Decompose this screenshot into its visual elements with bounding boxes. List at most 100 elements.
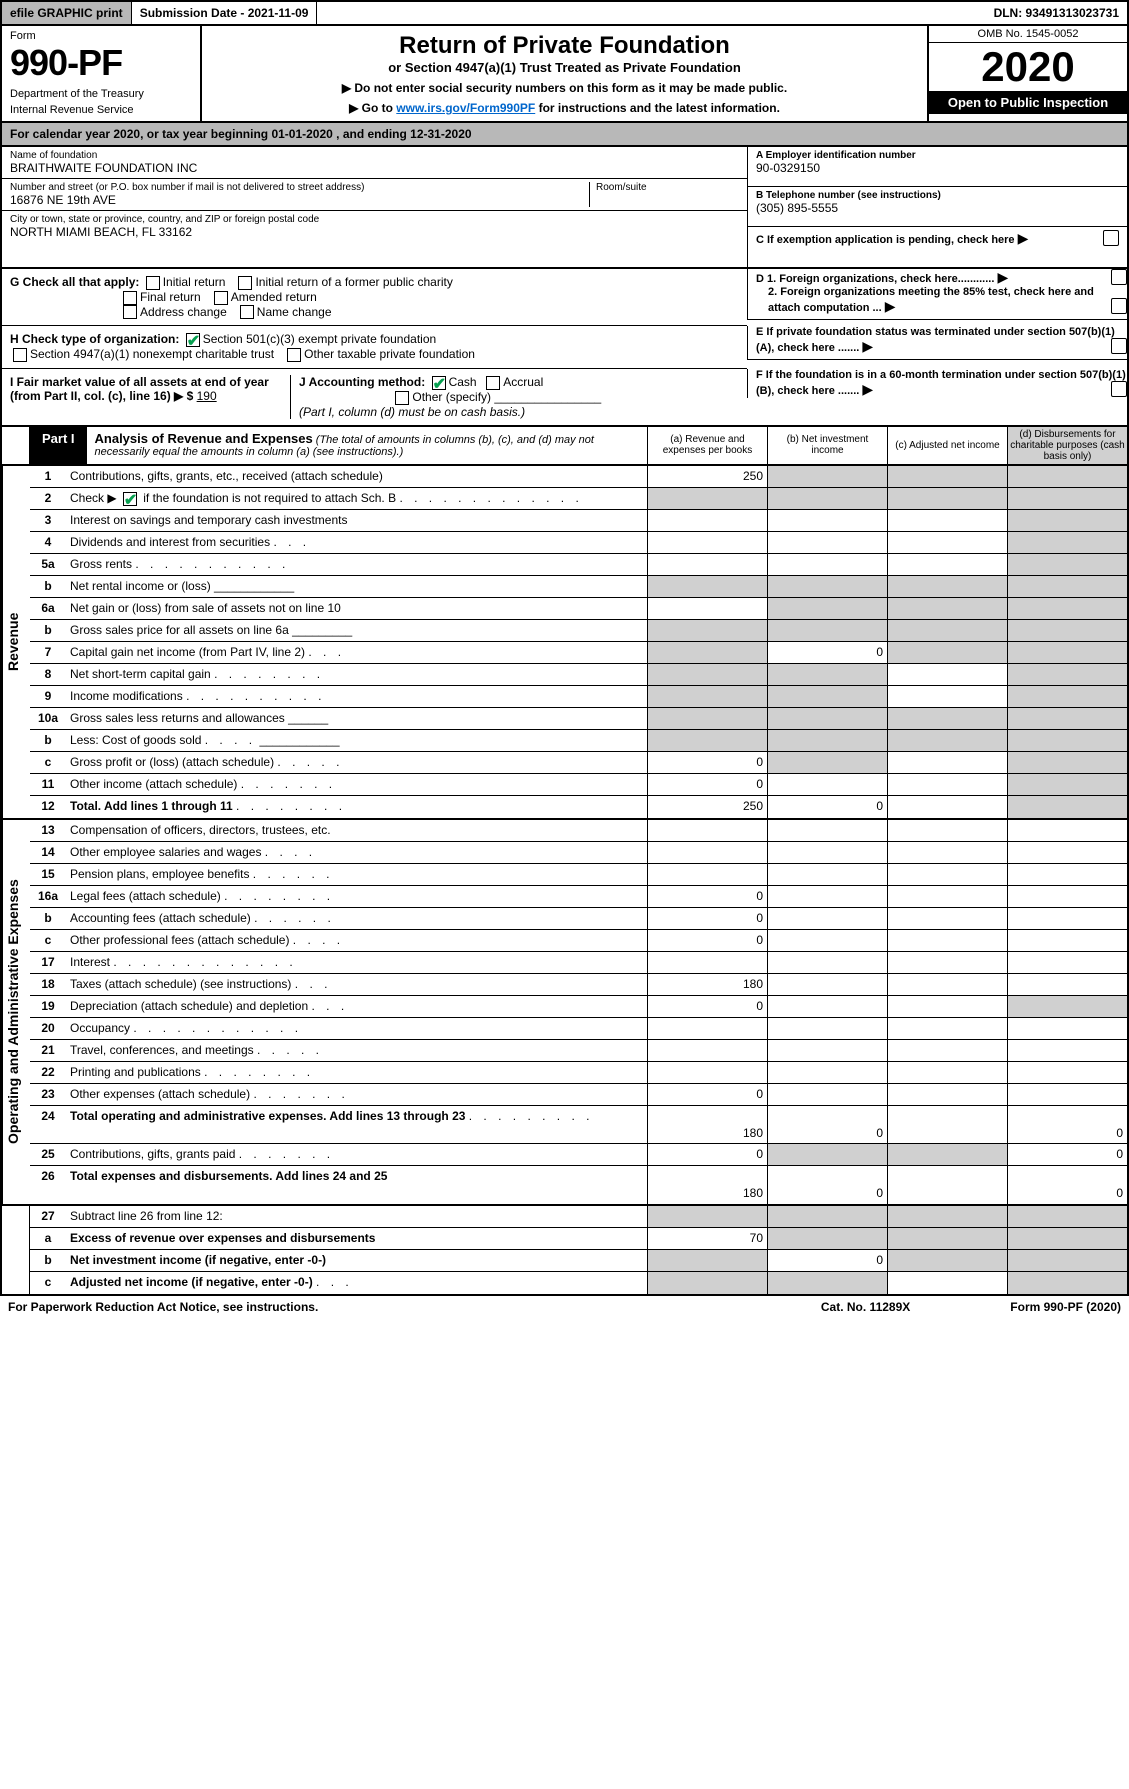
checkbox-501c3[interactable] [186,333,200,347]
c [647,842,767,863]
checkbox-other-method[interactable] [395,391,409,405]
c [767,686,887,707]
checkbox-address-change[interactable] [123,305,137,319]
ln-27c: c [30,1272,66,1294]
checkbox-initial-return[interactable] [146,276,160,290]
c [1007,774,1127,795]
c [1007,510,1127,531]
name-label: Name of foundation [10,150,739,161]
form-subtitle: or Section 4947(a)(1) Trust Treated as P… [210,60,919,75]
dept-treasury: Department of the Treasury [10,88,192,100]
d: Less: Cost of goods sold . . . . _______… [66,730,647,751]
c [767,842,887,863]
ln-3-desc: Interest on savings and temporary cash i… [66,510,647,531]
instr-1: ▶ Do not enter social security numbers o… [210,81,919,95]
d: Subtract line 26 from line 12: [66,1206,647,1227]
ln-27b: b [30,1250,66,1271]
checkbox-e[interactable] [1111,338,1127,354]
j-accrual: Accrual [503,375,543,389]
c [1007,796,1127,818]
table-row: 20Occupancy . . . . . . . . . . . . [30,1018,1127,1040]
ln-22: 22 [30,1062,66,1083]
checkbox-c[interactable] [1103,230,1119,246]
table-row: 8Net short-term capital gain . . . . . .… [30,664,1127,686]
c [767,1018,887,1039]
checkbox-4947[interactable] [13,348,27,362]
ln-8: 8 [30,664,66,685]
checkbox-final-return[interactable] [123,291,137,305]
d: Adjusted net income (if negative, enter … [66,1272,647,1294]
c [767,864,887,885]
c [1007,1018,1127,1039]
table-row: bNet investment income (if negative, ent… [30,1250,1127,1272]
c [647,686,767,707]
ln-25: 25 [30,1144,66,1165]
form-number: 990-PF [10,42,192,84]
room-label: Room/suite [596,182,739,193]
ein-label: A Employer identification number [756,150,1119,161]
ln-27b-b: 0 [767,1250,887,1271]
table-row: 27Subtract line 26 from line 12: [30,1206,1127,1228]
col-c-header: (c) Adjusted net income [887,427,1007,464]
checkbox-d1[interactable] [1111,269,1127,285]
checkbox-amended[interactable] [214,291,228,305]
ln-4: 4 [30,532,66,553]
efile-print-button[interactable]: efile GRAPHIC print [2,2,132,24]
checkbox-d2[interactable] [1111,298,1127,314]
checkbox-name-change[interactable] [240,305,254,319]
d: Total. Add lines 1 through 11 . . . . . … [66,796,647,818]
c [647,576,767,597]
c [1007,842,1127,863]
c [1007,886,1127,907]
tax-year: 2020 [929,43,1127,91]
c [887,796,1007,818]
d: Dividends and interest from securities .… [66,532,647,553]
address-cell: Number and street (or P.O. box number if… [2,179,747,211]
c [887,1250,1007,1271]
d1-label: D 1. Foreign organizations, check here..… [756,273,994,285]
c [647,488,767,509]
instr2-post: for instructions and the latest informat… [535,101,780,115]
irs-link[interactable]: www.irs.gov/Form990PF [396,101,535,115]
checkbox-cash[interactable] [432,376,446,390]
d: Net short-term capital gain . . . . . . … [66,664,647,685]
expenses-table: Operating and Administrative Expenses 13… [0,820,1129,1206]
ln-16a-a: 0 [647,886,767,907]
c [647,554,767,575]
c [647,1018,767,1039]
ln-16c: c [30,930,66,951]
c [887,730,1007,751]
c [887,1040,1007,1061]
c [887,664,1007,685]
ln-24-d: 0 [1007,1106,1127,1143]
info-right: A Employer identification number 90-0329… [747,147,1127,267]
form-title: Return of Private Foundation [210,32,919,60]
table-row: 3Interest on savings and temporary cash … [30,510,1127,532]
d: Gross sales price for all assets on line… [66,620,647,641]
checkbox-accrual[interactable] [486,376,500,390]
table-row: bGross sales price for all assets on lin… [30,620,1127,642]
checkbox-other-taxable[interactable] [287,348,301,362]
c [1007,996,1127,1017]
checkbox-initial-former[interactable] [238,276,252,290]
c [887,952,1007,973]
ln-12-b: 0 [767,796,887,818]
d: Gross rents . . . . . . . . . . . [66,554,647,575]
d: Net gain or (loss) from sale of assets n… [66,598,647,619]
c [1007,620,1127,641]
header-right: OMB No. 1545-0052 2020 Open to Public In… [927,26,1127,121]
ln-10c: c [30,752,66,773]
open-public: Open to Public Inspection [929,91,1127,114]
footer-right: Form 990-PF (2020) [1010,1300,1121,1314]
c [1007,908,1127,929]
c [767,930,887,951]
header-mid: Return of Private Foundation or Section … [202,26,927,121]
part1-tag: Part I [30,427,87,464]
table-row: 5aGross rents . . . . . . . . . . . [30,554,1127,576]
checkbox-f[interactable] [1111,381,1127,397]
c [887,598,1007,619]
ln-26-b: 0 [767,1166,887,1204]
ln-26-a: 180 [647,1166,767,1204]
checkbox-schb[interactable] [123,492,137,506]
c [887,974,1007,995]
